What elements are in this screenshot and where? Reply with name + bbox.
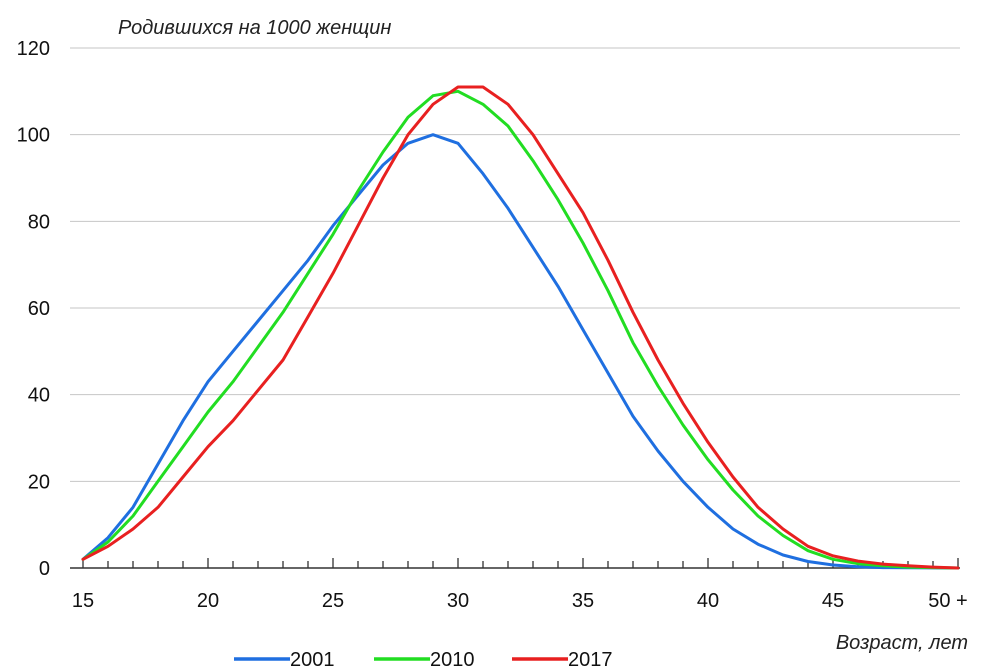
series-lines: [81, 85, 960, 570]
y-axis-label: Родившихся на 1000 женщин: [118, 17, 391, 39]
y-tick-label: 40: [28, 385, 50, 407]
x-axis-tick-labels: 15 20 25 30 35 40 45 50 +: [72, 590, 968, 612]
legend-label-2001: 2001: [290, 649, 335, 670]
x-tick-label: 50 +: [928, 590, 967, 612]
series-line-2017: [81, 85, 960, 570]
legend-label-2017: 2017: [568, 649, 613, 670]
x-tick-label: 35: [572, 590, 594, 612]
y-tick-label: 0: [39, 558, 50, 580]
x-tick-label: 15: [72, 590, 94, 612]
series-line-2001: [81, 133, 960, 570]
y-tick-label: 20: [28, 471, 50, 493]
legend: 2001 2010 2017: [234, 649, 613, 670]
series-line-2010: [81, 89, 960, 570]
x-tick-label: 45: [822, 590, 844, 612]
x-tick-label: 40: [697, 590, 719, 612]
y-axis-tick-labels: 0 20 40 60 80 100 120: [17, 38, 50, 580]
legend-label-2010: 2010: [430, 649, 475, 670]
x-tick-label: 30: [447, 590, 469, 612]
x-axis-ticks: [82, 558, 959, 568]
x-tick-label: 25: [322, 590, 344, 612]
y-tick-label: 80: [28, 211, 50, 233]
x-tick-label: 20: [197, 590, 219, 612]
y-tick-label: 60: [28, 298, 50, 320]
y-tick-label: 100: [17, 125, 50, 147]
y-tick-label: 120: [17, 38, 50, 60]
x-axis-label: Возраст, лет: [836, 632, 968, 654]
